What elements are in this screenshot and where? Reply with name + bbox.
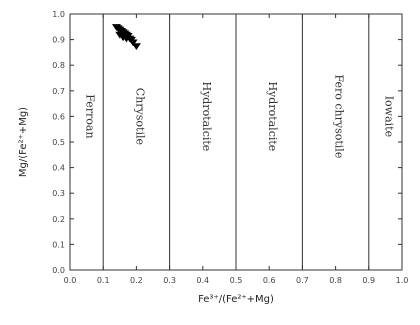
x-tick-label: 1.0 — [396, 276, 409, 285]
y-tick-label: 0.4 — [52, 164, 65, 173]
y-tick-label: 0.7 — [52, 87, 65, 96]
y-tick-label: 0.6 — [52, 112, 65, 121]
y-tick-label: 0.9 — [52, 36, 65, 45]
x-axis-title: Fe³⁺/(Fe²⁺+Mg) — [198, 294, 274, 305]
x-tick-label: 0.8 — [329, 276, 342, 285]
x-tick-label: 0.0 — [64, 276, 77, 285]
data-points — [111, 24, 141, 51]
x-tick-label: 0.4 — [196, 276, 209, 285]
y-tick-label: 0.1 — [52, 240, 65, 249]
y-tick-label: 0.2 — [52, 215, 65, 224]
y-tick-label: 0.3 — [52, 189, 65, 198]
y-tick-label: 0.0 — [52, 266, 65, 275]
region-label: Hydrotalcite — [200, 81, 213, 151]
region-label: Chrysotile — [133, 88, 146, 145]
x-tick-label: 0.5 — [230, 276, 243, 285]
x-tick-label: 0.3 — [163, 276, 176, 285]
data-point — [131, 43, 141, 51]
region-labels: Ferroan Chrysotile Hydrotalcite Hydrotalcit… — [84, 74, 396, 158]
x-axis-ticks: 0.0 0.1 0.2 0.3 0.4 0.5 0.6 0.7 0.8 0.9 1.0 — [64, 14, 409, 285]
y-axis-title: Mg/(Fe²⁺+Mg) — [18, 107, 29, 177]
region-label: Iowaite — [382, 96, 395, 137]
y-axis-ticks: 0.0 0.1 0.2 0.3 0.4 0.5 0.6 0.7 0.8 0.9 1.0 — [52, 10, 402, 275]
region-boundaries — [102, 14, 370, 270]
x-tick-label: 0.2 — [130, 276, 143, 285]
y-tick-label: 0.5 — [52, 138, 65, 147]
y-tick-label: 1.0 — [52, 10, 65, 19]
y-tick-label: 0.8 — [52, 61, 65, 70]
region-label: Ferroan — [84, 94, 97, 138]
x-tick-label: 0.7 — [296, 276, 309, 285]
region-label: Fero chrysotile — [333, 74, 346, 158]
region-label: Hydrotalcite — [266, 81, 279, 151]
x-tick-label: 0.9 — [362, 276, 375, 285]
x-tick-label: 0.1 — [97, 276, 110, 285]
data-point — [128, 39, 138, 47]
data-point — [121, 35, 131, 43]
x-tick-label: 0.6 — [263, 276, 276, 285]
